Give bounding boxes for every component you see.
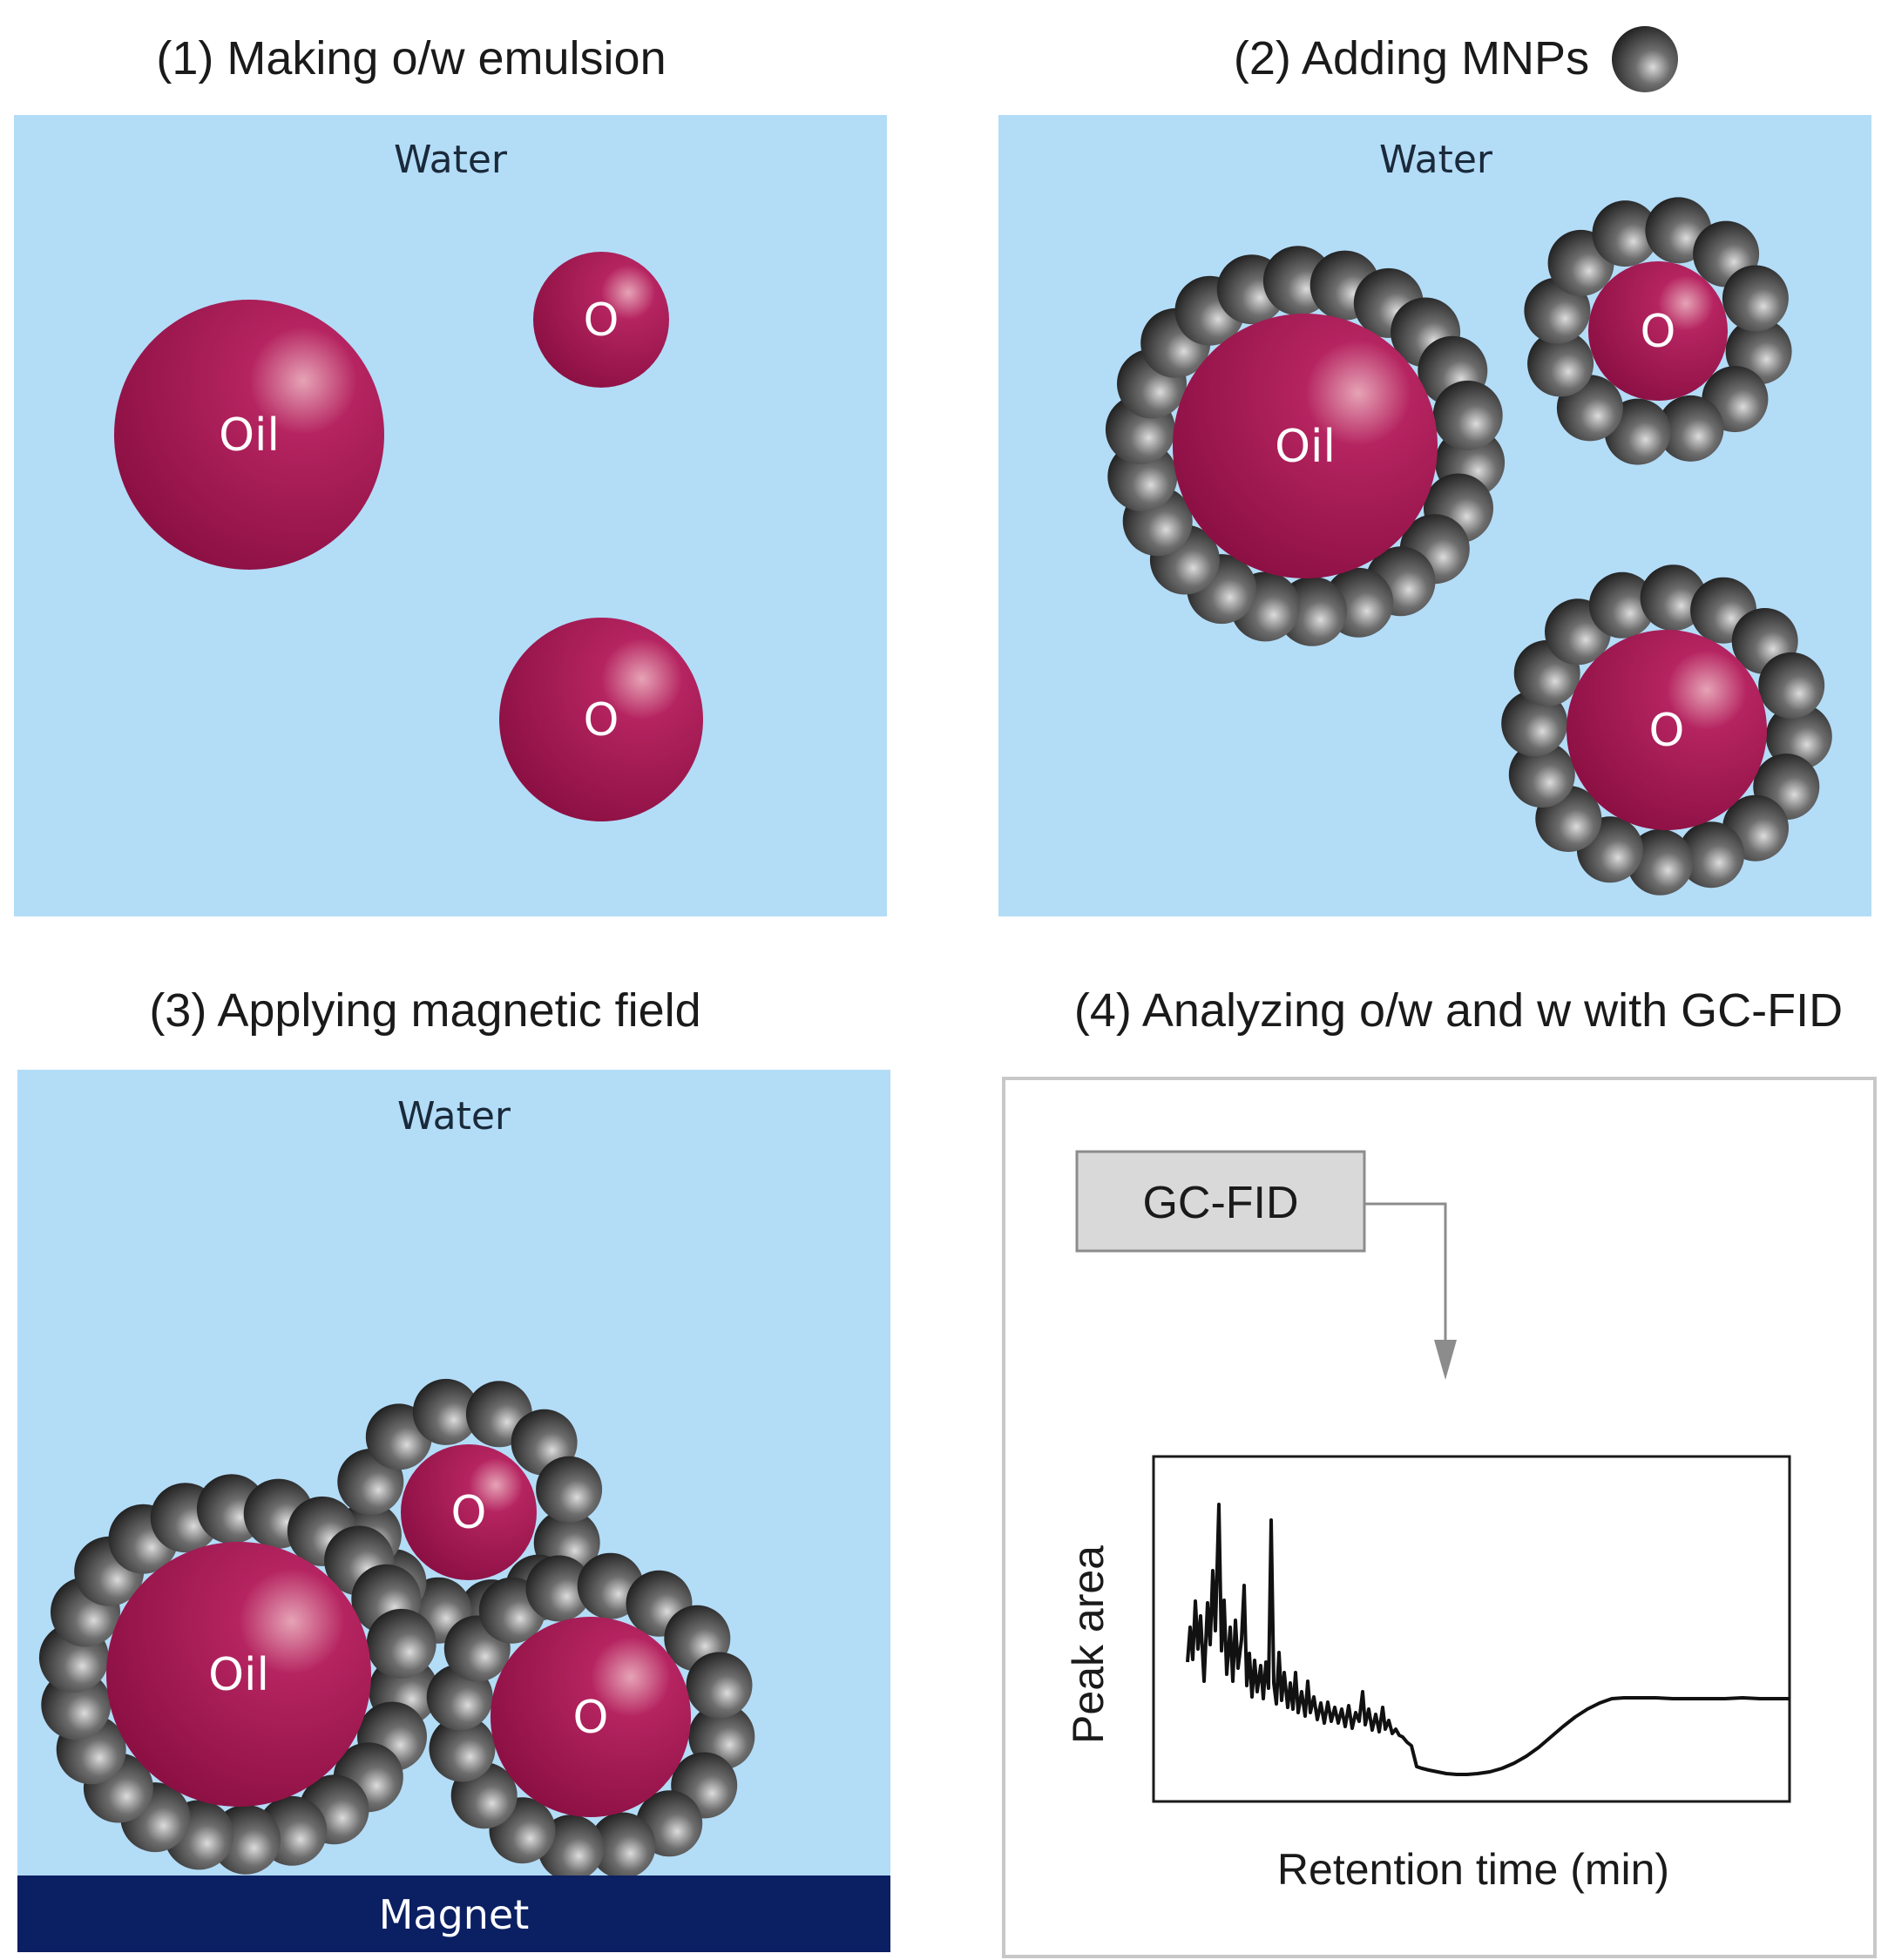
oil-droplet-large: Oil (106, 1542, 371, 1807)
magnetic-nanoparticle (1765, 703, 1832, 770)
panel-1-title: (1) Making o/w emulsion (156, 32, 666, 84)
panel-2: (2) Adding MNPs Water Oil O O (998, 26, 1871, 916)
oil-droplet-large: Oil (114, 300, 384, 570)
oil-droplet-small: O (401, 1444, 537, 1580)
magnetic-nanoparticle (686, 1652, 753, 1719)
magnetic-nanoparticle (1592, 200, 1659, 267)
panel-2-title: (2) Adding MNPs (1234, 32, 1589, 84)
flow-arrow (1364, 1202, 1457, 1380)
panel-4-title: (4) Analyzing o/w and w with GC-FID (1074, 984, 1843, 1037)
droplet-label: Oil (208, 1649, 269, 1701)
mnp-shell (1501, 564, 1832, 896)
droplet-label: O (1641, 306, 1676, 358)
oil-droplet-medium: O (499, 618, 703, 821)
oil-droplet-medium: O (1567, 630, 1767, 830)
magnet-label: Magnet (379, 1891, 530, 1938)
oil-droplet-medium: O (491, 1617, 691, 1817)
magnetic-nanoparticle (589, 1812, 656, 1879)
droplet-label: O (573, 1692, 609, 1744)
magnetic-nanoparticle (1758, 652, 1825, 719)
water-label: Water (1379, 138, 1493, 182)
magnetic-nanoparticle (1627, 828, 1694, 896)
magnetic-nanoparticle (366, 1608, 436, 1679)
mnp-shell (1524, 197, 1792, 465)
magnetic-nanoparticle (412, 1378, 479, 1445)
magnetic-nanoparticle (1501, 690, 1568, 757)
droplet-label: Oil (1275, 421, 1336, 473)
droplet-label: Oil (219, 409, 280, 462)
panel-4: (4) Analyzing o/w and w with GC-FID GC-F… (1002, 984, 1877, 1958)
panel-1: (1) Making o/w emulsion Water Oil O O (14, 32, 887, 916)
magnetic-nanoparticle (1527, 330, 1594, 397)
magnetic-nanoparticle (536, 1456, 603, 1523)
magnetic-nanoparticle (1588, 571, 1655, 639)
magnetic-nanoparticle (1508, 741, 1575, 808)
mnp-shell (1105, 246, 1506, 646)
magnetic-nanoparticle (429, 1715, 496, 1782)
panel-3: (3) Applying magnetic field Water O Oil … (17, 984, 890, 1952)
magnetic-nanoparticle (1722, 265, 1789, 332)
chromatogram-frame (1152, 1455, 1791, 1803)
droplet-label: O (451, 1487, 487, 1539)
water-label: Water (394, 138, 508, 182)
oil-droplet-large: Oil (1173, 314, 1438, 578)
magnetic-nanoparticle (1640, 564, 1707, 632)
magnetic-nanoparticle (1432, 380, 1503, 450)
chromatogram-x-label: Retention time (min) (1277, 1845, 1669, 1894)
panel-3-title: (3) Applying magnetic field (149, 984, 700, 1037)
mnp-shell (38, 1474, 439, 1875)
nanoparticle-icon (1612, 26, 1678, 92)
gc-fid-box (1075, 1150, 1366, 1253)
magnet-bar (17, 1876, 890, 1952)
magnetic-nanoparticle (1678, 821, 1745, 889)
chromatogram-trace (1186, 1503, 1790, 1776)
oil-droplet-small: O (1588, 261, 1728, 401)
water-label: Water (397, 1094, 511, 1139)
mnp-shell (426, 1552, 755, 1882)
oil-droplet-small: O (533, 252, 669, 388)
gc-fid-label: GC-FID (1142, 1178, 1298, 1228)
droplet-label: O (1649, 705, 1685, 757)
magnetic-nanoparticle (1657, 395, 1724, 462)
droplet-label: O (584, 294, 619, 347)
droplet-label: O (584, 694, 619, 747)
chromatogram-y-label: Peak area (1064, 1545, 1113, 1744)
magnetic-nanoparticle (525, 1555, 592, 1622)
